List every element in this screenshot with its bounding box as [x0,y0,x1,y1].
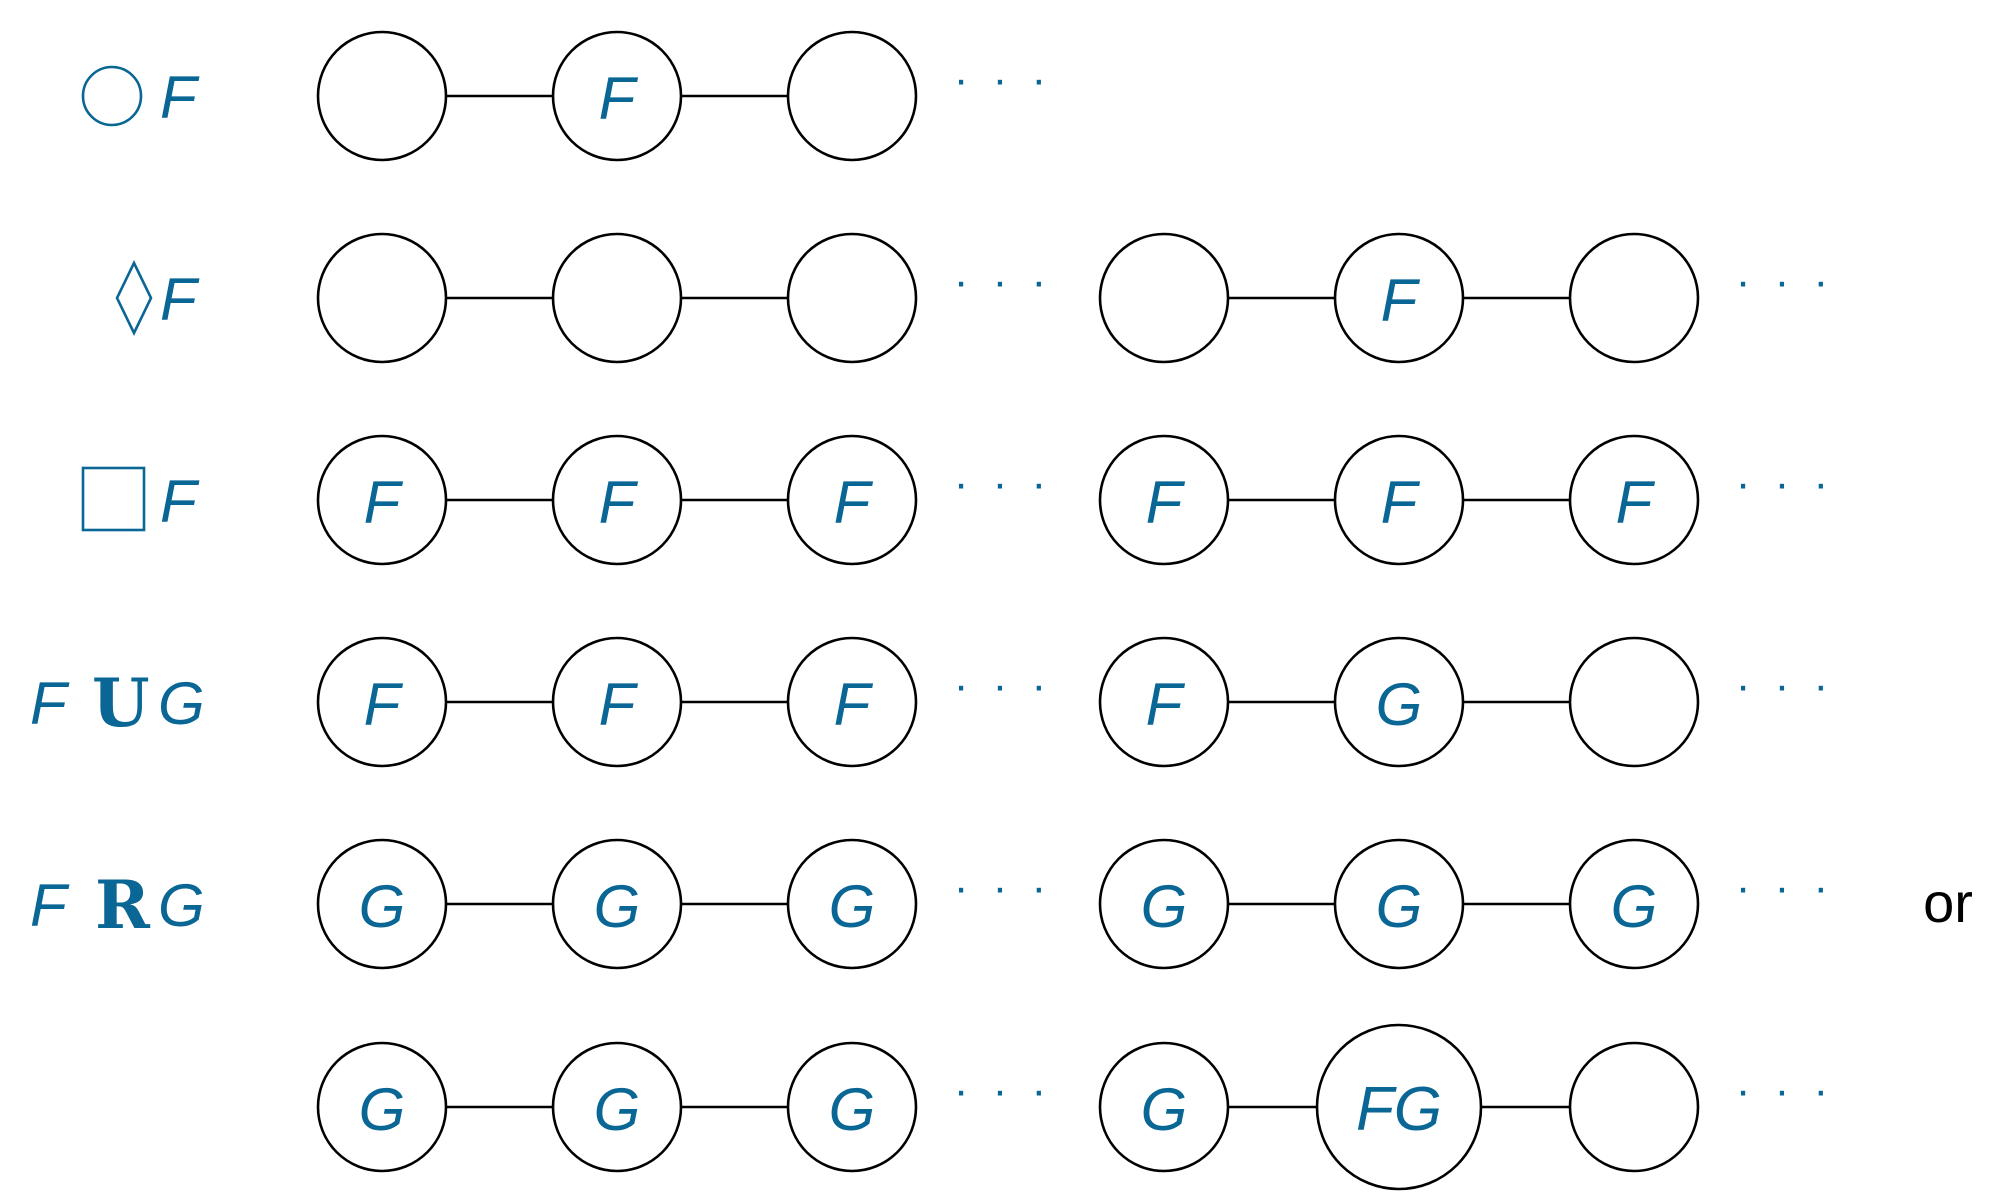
state-label: F [599,671,639,738]
state-node [1098,232,1230,364]
ellipsis: · · · [954,459,1052,508]
state-label: G [359,873,406,940]
ellipsis: · · · [1736,1066,1834,1115]
state-label: F [364,469,404,536]
ellipsis: · · · [954,257,1052,306]
state-label: F [599,469,639,536]
state-node [1568,1041,1700,1173]
row-release-alt: G G G · · · G FG · · · [316,1023,1834,1191]
ellipsis: · · · [954,55,1052,104]
state-node [1315,1023,1483,1191]
state-label: FG [1356,1075,1442,1144]
circle-icon [81,65,143,127]
state-node [786,1041,918,1173]
state-node [316,434,448,566]
state-node [316,636,448,768]
state-node [1333,636,1465,768]
state-node [1333,434,1465,566]
state-label: F [1146,469,1186,536]
formula-operator: R [95,866,151,944]
formula-operand: F [160,468,200,535]
state-label: G [359,1076,406,1143]
state-node [1098,1041,1230,1173]
state-label: F [364,671,404,738]
state-node [316,232,448,364]
ellipsis: · · · [1736,863,1834,912]
state-node [1568,232,1700,364]
state-node [551,232,683,364]
state-label: F [599,65,639,132]
state-label: G [1141,1076,1188,1143]
state-label: G [829,873,876,940]
square-icon [81,466,146,532]
formula-left-operand: F [30,872,70,939]
ellipsis: · · · [954,1066,1052,1115]
state-node [551,636,683,768]
ellipsis: · · · [1736,661,1834,710]
state-label: F [1616,469,1656,536]
row-next: F F · · · [81,30,1052,162]
alternative-note: or [1923,871,1973,934]
formula-left-operand: F [30,670,70,737]
state-node [1098,636,1230,768]
state-node [1568,838,1700,970]
state-node [1333,838,1465,970]
state-node [316,30,448,162]
row-release: F R G G G G · · · G G G · · · or [30,838,1973,970]
state-node [551,434,683,566]
formula-operand: F [160,64,200,131]
state-node [551,30,683,162]
state-label: G [1376,873,1423,940]
state-label: F [1381,267,1421,334]
row-eventually: F · · · F · · · [115,232,1834,364]
state-node [786,838,918,970]
state-label: F [1381,469,1421,536]
state-node [1098,434,1230,566]
state-node [786,30,918,162]
row-until: F U G F F F · · · F G · · · [30,636,1834,768]
formula-operator: U [92,664,150,742]
ellipsis: · · · [1736,459,1834,508]
ellipsis: · · · [1736,257,1834,306]
state-label: G [1376,671,1423,738]
state-label: G [1611,873,1658,940]
state-label: G [594,873,641,940]
state-node [786,636,918,768]
state-node [786,232,918,364]
state-node [551,1041,683,1173]
state-label: F [1146,671,1186,738]
state-label: G [594,1076,641,1143]
state-node [551,838,683,970]
state-node [786,434,918,566]
state-node [1098,838,1230,970]
ellipsis: · · · [954,661,1052,710]
diamond-icon [115,260,153,336]
formula-right-operand: G [158,670,205,737]
state-node [316,838,448,970]
formula-right-operand: G [158,872,205,939]
state-label: F [834,469,874,536]
state-node [316,1041,448,1173]
ellipsis: · · · [954,863,1052,912]
row-always: F F F F · · · F F F · · · [81,434,1834,566]
state-node [1568,636,1700,768]
formula-operand: F [160,266,200,333]
state-node [1333,232,1465,364]
state-label: F [834,671,874,738]
state-label: G [829,1076,876,1143]
state-node [1568,434,1700,566]
state-label: G [1141,873,1188,940]
